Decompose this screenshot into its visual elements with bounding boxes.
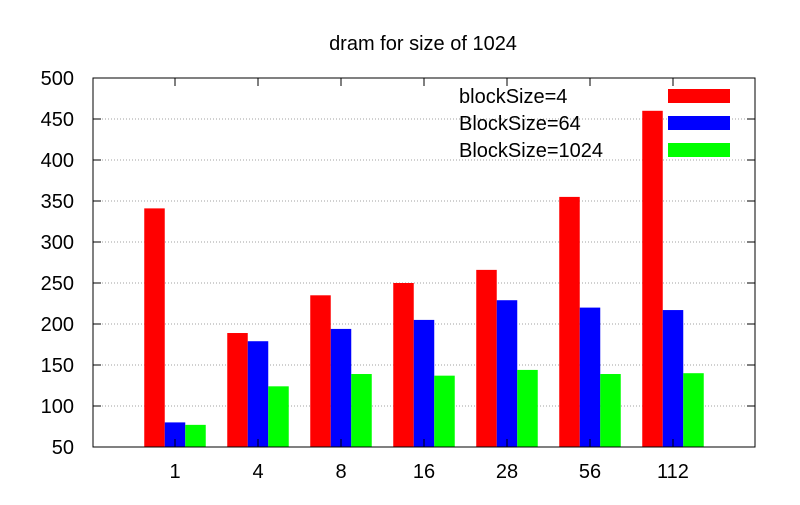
- bar-3-1: [413, 319, 435, 447]
- bar-2-0: [310, 295, 331, 447]
- legend-label: BlockSize=64: [459, 113, 581, 135]
- y-tick-label: 350: [41, 191, 74, 213]
- x-axis: 1 4 8 16 28 56 112: [169, 78, 689, 483]
- legend-swatch: [668, 89, 730, 103]
- y-tick-label: 400: [41, 150, 74, 172]
- bar-0-0: [144, 208, 165, 447]
- y-tick-label: 300: [41, 232, 74, 254]
- bar-4-0: [476, 269, 497, 447]
- bar-5-0: [559, 196, 580, 447]
- legend-label: blockSize=4: [459, 86, 567, 108]
- legend-swatch: [668, 143, 730, 157]
- bar-5-1: [579, 307, 601, 447]
- x-tick-label: 1: [169, 461, 180, 483]
- x-tick-label: 16: [413, 461, 435, 483]
- y-tick-label: 50: [52, 437, 74, 459]
- y-tick-label: 500: [41, 68, 74, 90]
- bar-2-1: [330, 328, 352, 447]
- y-tick-label: 450: [41, 109, 74, 131]
- y-tick-label: 200: [41, 314, 74, 336]
- x-tick-label: 4: [252, 461, 263, 483]
- x-tick-label: 28: [496, 461, 518, 483]
- x-tick-label: 112: [657, 461, 689, 483]
- legend-label: BlockSize=1024: [459, 140, 603, 162]
- bar-2-2: [351, 374, 372, 447]
- bar-0-2: [185, 424, 206, 447]
- bar-6-2: [683, 373, 704, 447]
- bar-1-1: [247, 341, 269, 447]
- bar-5-2: [600, 374, 621, 447]
- bar-6-0: [642, 110, 663, 448]
- bar-3-2: [434, 375, 455, 447]
- y-tick-label: 150: [41, 355, 74, 377]
- bars: [144, 110, 704, 448]
- bar-0-1: [164, 422, 186, 447]
- x-tick-label: 8: [335, 461, 346, 483]
- y-tick-label: 100: [41, 396, 74, 418]
- y-axis: 50 100 150 200 250 300 350 400 450 500: [41, 68, 755, 459]
- bar-3-0: [393, 283, 414, 447]
- chart-title: dram for size of 1024: [329, 33, 517, 55]
- bar-1-2: [268, 386, 289, 447]
- bar-4-2: [517, 369, 538, 447]
- legend: blockSize=4 BlockSize=64 BlockSize=1024: [459, 86, 730, 162]
- bar-1-0: [227, 333, 248, 447]
- x-tick-label: 56: [579, 461, 601, 483]
- bar-6-1: [662, 310, 684, 447]
- legend-swatch: [668, 116, 730, 130]
- bar-4-1: [496, 300, 518, 447]
- y-tick-label: 250: [41, 273, 74, 295]
